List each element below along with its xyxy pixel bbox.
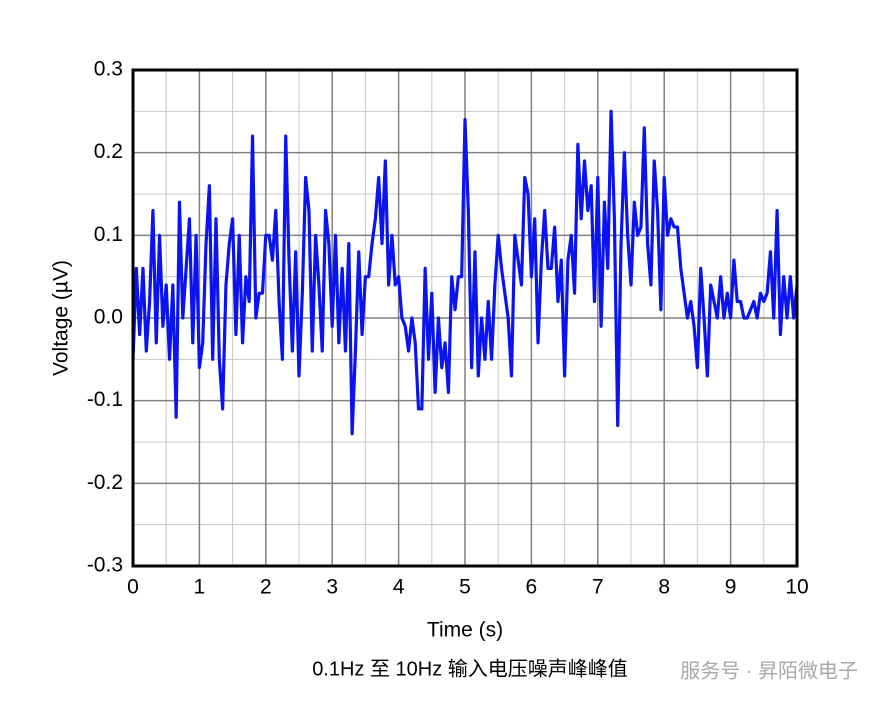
x-tick-label: 6	[526, 576, 538, 599]
plot-area	[133, 109, 797, 436]
x-tick-label: 9	[725, 576, 737, 599]
x-tick-label: 10	[785, 576, 808, 599]
x-tick-label: 0	[127, 576, 139, 599]
x-axis-label: Time (s)	[427, 619, 503, 642]
y-tick-label: 0.1	[94, 223, 123, 246]
y-axis-label: Voltage (µV)	[50, 260, 73, 376]
data-line	[133, 109, 797, 436]
x-tick-label: 8	[658, 576, 670, 599]
watermark: 服务号 · 昇陌微电子	[680, 659, 858, 682]
grid	[132, 69, 798, 567]
x-tick-label: 5	[459, 576, 471, 599]
x-tick-label: 2	[260, 576, 272, 599]
y-tick-label: -0.3	[87, 554, 123, 577]
y-tick-label: 0.3	[94, 58, 123, 81]
x-tick-label: 1	[194, 576, 206, 599]
x-tick-label: 3	[326, 576, 338, 599]
y-tick-label: 0.2	[94, 140, 123, 163]
x-tick-label: 7	[592, 576, 604, 599]
x-tick-label: 4	[393, 576, 405, 599]
y-tick-label: -0.2	[87, 471, 123, 494]
y-tick-label: 0.0	[94, 306, 123, 329]
caption: 0.1Hz 至 10Hz 输入电压噪声峰峰值	[312, 657, 628, 680]
plot-frame	[131, 68, 799, 568]
y-tick-label: -0.1	[87, 388, 123, 411]
